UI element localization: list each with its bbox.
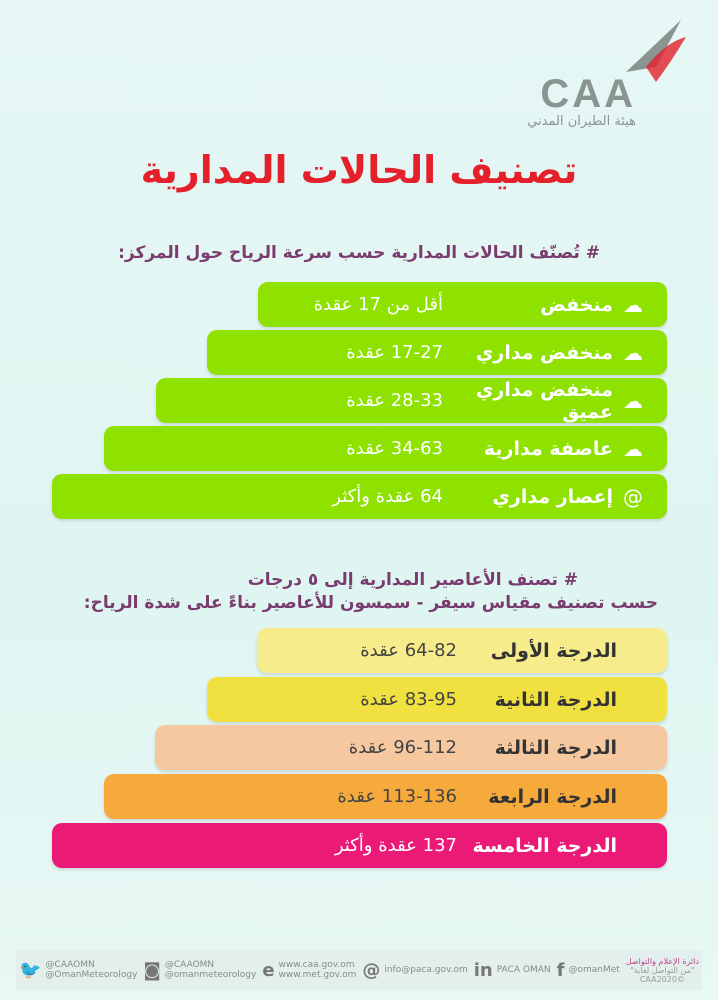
email-link[interactable]: info@paca.gov.om [384, 965, 468, 975]
copyright: ©CAA2020 [639, 974, 685, 984]
logo-arabic: هيئة الطيران المدني [527, 114, 636, 129]
category-value: 113-136 عقدة [337, 786, 457, 807]
cloud-wind-icon: ☁ [623, 340, 643, 365]
category-value: 64-82 عقدة [360, 640, 457, 661]
cloud-wind-icon: ☁ [623, 436, 643, 461]
class-value: 64 عقدة وأكثر [332, 486, 443, 507]
category-row: الدرجة الأولى 64-82 عقدة [257, 628, 667, 673]
website-link[interactable]: www.caa.gov.om [278, 960, 355, 970]
linkedin-icon: in [473, 959, 493, 981]
class-name: إعصار مداري [492, 485, 613, 508]
category-value: 137 عقدة وأكثر [334, 835, 457, 856]
footer: 🐦 @CAAOMN @OmanMeteorology ◙ @CAAOMN @omanme… [16, 950, 702, 990]
class-name: منخفض [540, 293, 613, 316]
class-name: عاصفة مدارية [483, 437, 613, 460]
cloud-wind-icon: ☁ [623, 292, 643, 317]
instagram-icon: ◙ [143, 959, 161, 981]
class-value: 17-27 عقدة [346, 342, 443, 363]
instagram-handle[interactable]: @omanmeteorology [164, 970, 257, 980]
dept-name: دائرة الإعلام والتواصل [625, 956, 699, 966]
twitter-handle[interactable]: @CAAOMN [45, 960, 95, 970]
class-row: ☁ عاصفة مدارية 34-63 عقدة [104, 426, 667, 471]
section1-heading: # تُصنّف الحالات المدارية حسب سرعة الريا… [118, 243, 600, 263]
web-icon: e [262, 959, 275, 981]
category-name: الدرجة الأولى [490, 639, 617, 662]
class-value: أقل من 17 عقدة [313, 294, 443, 315]
website-link[interactable]: www.met.gov.om [278, 970, 357, 980]
twitter-icon: 🐦 [19, 959, 42, 981]
category-row: الدرجة الخامسة 137 عقدة وأكثر [52, 823, 667, 868]
dept-slogan: "من التواصل لغاية" [630, 965, 695, 975]
class-row: @ إعصار مداري 64 عقدة وأكثر [52, 474, 667, 519]
category-row: الدرجة الثالثة 96-112 عقدة [155, 725, 667, 770]
caa-logo-mark [626, 20, 686, 82]
department-logo: دائرة الإعلام والتواصل "من التواصل لغاية"… [626, 957, 699, 984]
instagram-handle[interactable]: @CAAOMN [164, 960, 215, 970]
caa-logo: CAA هيئة الطيران المدني [506, 12, 696, 129]
linkedin-link[interactable]: PACA OMAN [496, 965, 551, 975]
class-row: ☁ منخفض مداري 17-27 عقدة [207, 330, 667, 375]
hurricane-icon: @ [623, 484, 643, 509]
section2-subheading: حسب تصنيف مقياس سيفر - سمسون للأعاصير بن… [83, 593, 658, 613]
section2-heading: # تصنف الأعاصير المدارية إلى ٥ درجات [247, 570, 578, 590]
class-row: ☁ منخفض أقل من 17 عقدة [258, 282, 667, 327]
cloud-wind-icon: ☁ [623, 388, 643, 413]
category-name: الدرجة الثالثة [494, 736, 617, 759]
logo-text: CAA [540, 72, 636, 116]
class-name: منخفض مداري عميق [475, 378, 613, 423]
category-name: الدرجة الخامسة [472, 834, 618, 857]
page-title: تصنيف الحالات المدارية [140, 148, 578, 192]
category-value: 83-95 عقدة [360, 689, 457, 710]
category-row: الدرجة الرابعة 113-136 عقدة [104, 774, 667, 819]
facebook-icon: f [556, 959, 565, 981]
facebook-link[interactable]: @omanMet [568, 965, 620, 975]
category-row: الدرجة الثانية 83-95 عقدة [207, 677, 667, 722]
category-value: 96-112 عقدة [348, 737, 457, 758]
class-value: 28-33 عقدة [346, 390, 443, 411]
category-name: الدرجة الثانية [494, 688, 617, 711]
class-value: 34-63 عقدة [346, 438, 443, 459]
email-icon: @ [362, 959, 381, 981]
class-row: ☁ منخفض مداري عميق 28-33 عقدة [156, 378, 667, 423]
category-name: الدرجة الرابعة [488, 785, 617, 808]
twitter-handle[interactable]: @OmanMeteorology [45, 970, 138, 980]
class-name: منخفض مداري [475, 341, 613, 364]
